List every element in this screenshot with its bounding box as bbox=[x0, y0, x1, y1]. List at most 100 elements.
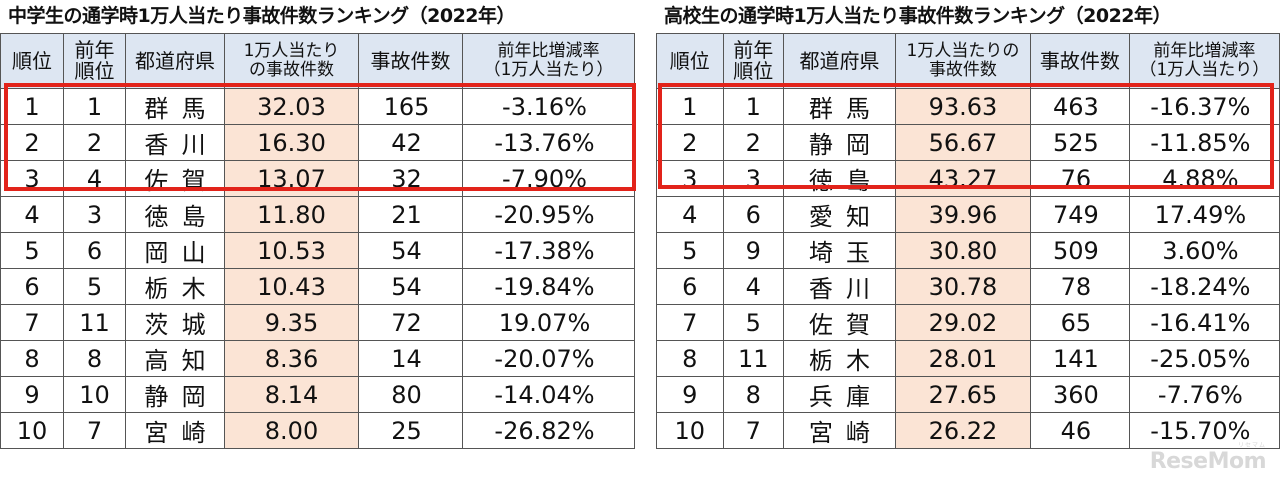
rank-cell: 4 bbox=[656, 196, 724, 233]
rate-cell: 8.36 bbox=[224, 340, 359, 377]
rate-cell: 16.30 bbox=[224, 124, 359, 161]
rank-cell: 10 bbox=[0, 412, 64, 449]
count-cell: 54 bbox=[358, 232, 463, 269]
prev-rank-cell: 5 bbox=[63, 268, 126, 305]
prev-rank-cell: 3 bbox=[722, 160, 785, 197]
rate-cell: 30.80 bbox=[894, 232, 1031, 269]
table-row: 6 5 栃木 10.43 54 -19.84% bbox=[0, 268, 635, 305]
prev-rank-cell: 6 bbox=[63, 232, 126, 269]
rank-cell: 10 bbox=[656, 412, 724, 449]
resemom-logo: ReseMom リセマム bbox=[1150, 442, 1267, 474]
rate-cell: 13.07 bbox=[224, 160, 359, 197]
count-cell: 32 bbox=[358, 160, 463, 197]
prev-rank-cell: 10 bbox=[63, 376, 126, 413]
prev-rank-cell: 5 bbox=[722, 304, 785, 341]
change-cell: -13.76% bbox=[462, 124, 635, 161]
change-cell: 19.07% bbox=[462, 304, 635, 341]
count-cell: 21 bbox=[358, 196, 463, 233]
count-cell: 25 bbox=[358, 412, 463, 449]
rate-cell: 10.43 bbox=[224, 268, 359, 305]
prev-rank-cell: 7 bbox=[722, 412, 785, 449]
rate-cell: 10.53 bbox=[224, 232, 359, 269]
prefecture-cell: 静岡 bbox=[783, 124, 896, 161]
count-cell: 463 bbox=[1029, 88, 1130, 125]
count-cell: 525 bbox=[1029, 124, 1130, 161]
change-cell: -16.37% bbox=[1128, 88, 1280, 125]
prefecture-cell: 群馬 bbox=[783, 88, 896, 125]
header-line: 都道府県 bbox=[799, 48, 880, 73]
header-line: 事故件数 bbox=[1039, 48, 1120, 73]
header-prev-rank: 前年 順位 bbox=[63, 33, 126, 89]
rate-cell: 43.27 bbox=[894, 160, 1031, 197]
count-cell: 72 bbox=[358, 304, 463, 341]
prefecture-cell: 兵庫 bbox=[783, 376, 896, 413]
logo-kana: リセマム bbox=[1237, 442, 1266, 449]
rank-cell: 1 bbox=[0, 88, 64, 125]
prev-rank-cell: 2 bbox=[63, 124, 126, 161]
change-cell: -26.82% bbox=[462, 412, 635, 449]
table-row: 8 11 栃木 28.01 141 -25.05% bbox=[656, 340, 1280, 377]
change-cell: -20.07% bbox=[462, 340, 635, 377]
prefecture-cell: 宮崎 bbox=[125, 412, 225, 449]
rank-cell: 1 bbox=[656, 88, 724, 125]
change-cell: 3.60% bbox=[1128, 232, 1280, 269]
high-school-ranking-table: 順位 前年 順位 都道府県 1万人当たりの 事故件数 事故件数 前年比増減率 （1万人当たり） … bbox=[656, 33, 1280, 449]
rank-cell: 7 bbox=[656, 304, 724, 341]
table-row: 7 11 茨城 9.35 72 19.07% bbox=[0, 304, 635, 341]
count-cell: 54 bbox=[358, 268, 463, 305]
rank-cell: 2 bbox=[0, 124, 64, 161]
change-cell: -19.84% bbox=[462, 268, 635, 305]
table-row: 10 7 宮崎 8.00 25 -26.82% bbox=[0, 412, 635, 449]
header-prefecture: 都道府県 bbox=[783, 33, 896, 89]
prefecture-cell: 岡山 bbox=[125, 232, 225, 269]
prefecture-cell: 群馬 bbox=[125, 88, 225, 125]
middle-school-panel: 中学生の通学時1万人当たり事故件数ランキング（2022年） 順位 前年 順位 都道府県… bbox=[0, 0, 635, 449]
rate-cell: 26.22 bbox=[894, 412, 1031, 449]
prev-rank-cell: 11 bbox=[63, 304, 126, 341]
prefecture-cell: 栃木 bbox=[125, 268, 225, 305]
header-rate: 1万人当たりの事故件数 bbox=[894, 33, 1031, 89]
rank-cell: 6 bbox=[0, 268, 64, 305]
header-count: 事故件数 bbox=[358, 33, 463, 89]
prev-rank-cell: 2 bbox=[722, 124, 785, 161]
table-row: 9 10 静岡 8.14 80 -14.04% bbox=[0, 376, 635, 413]
prefecture-cell: 愛知 bbox=[783, 196, 896, 233]
count-cell: 46 bbox=[1029, 412, 1130, 449]
rank-cell: 9 bbox=[0, 376, 64, 413]
prev-rank-cell: 4 bbox=[722, 268, 785, 305]
change-cell: -18.24% bbox=[1128, 268, 1280, 305]
header-line: の事故件数 bbox=[249, 60, 334, 80]
table-row: 8 8 高知 8.36 14 -20.07% bbox=[0, 340, 635, 377]
prefecture-cell: 静岡 bbox=[125, 376, 225, 413]
rank-cell: 9 bbox=[656, 376, 724, 413]
table-row: 1 1 群馬 32.03 165 -3.16% bbox=[0, 88, 635, 125]
count-cell: 360 bbox=[1029, 376, 1130, 413]
rate-cell: 8.14 bbox=[224, 376, 359, 413]
change-cell: -14.04% bbox=[462, 376, 635, 413]
change-cell: -20.95% bbox=[462, 196, 635, 233]
header-line: 順位 bbox=[12, 48, 52, 73]
header-line: 1万人当たり bbox=[243, 41, 340, 61]
change-cell: -3.16% bbox=[462, 88, 635, 125]
table-row: 6 4 香川 30.78 78 -18.24% bbox=[656, 268, 1280, 305]
prefecture-cell: 香川 bbox=[783, 268, 896, 305]
rate-cell: 39.96 bbox=[894, 196, 1031, 233]
prefecture-cell: 佐賀 bbox=[783, 304, 896, 341]
count-cell: 80 bbox=[358, 376, 463, 413]
rate-cell: 32.03 bbox=[224, 88, 359, 125]
prev-rank-cell: 1 bbox=[722, 88, 785, 125]
change-cell: -16.41% bbox=[1128, 304, 1280, 341]
table-row: 1 1 群馬 93.63 463 -16.37% bbox=[656, 88, 1280, 125]
table-row: 5 6 岡山 10.53 54 -17.38% bbox=[0, 232, 635, 269]
rank-cell: 8 bbox=[0, 340, 64, 377]
header-rate: 1万人当たりの事故件数 bbox=[224, 33, 359, 89]
rank-cell: 4 bbox=[0, 196, 64, 233]
rate-cell: 11.80 bbox=[224, 196, 359, 233]
count-cell: 14 bbox=[358, 340, 463, 377]
rank-cell: 6 bbox=[656, 268, 724, 305]
prefecture-cell: 香川 bbox=[125, 124, 225, 161]
header-line: 事故件数 bbox=[370, 48, 451, 73]
table-row: 5 9 埼玉 30.80 509 3.60% bbox=[656, 232, 1280, 269]
